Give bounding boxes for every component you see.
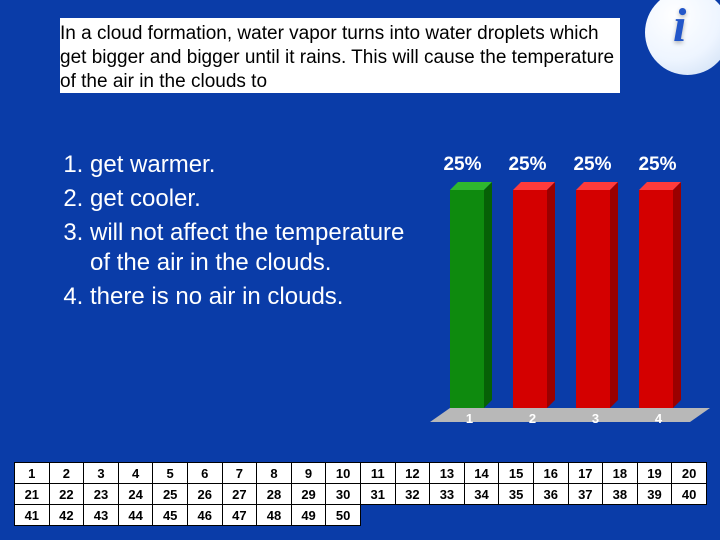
responder-cell[interactable]: 9 xyxy=(291,463,326,484)
responder-cell[interactable]: 18 xyxy=(603,463,638,484)
responder-cell[interactable]: 44 xyxy=(118,505,153,526)
responder-cell-empty xyxy=(430,505,465,526)
responder-grid: 1234567891011121314151617181920212223242… xyxy=(14,462,707,526)
answer-list: get warmer. get cooler. will not affect th… xyxy=(60,150,410,316)
responder-cell[interactable]: 1 xyxy=(15,463,50,484)
responder-cell[interactable]: 47 xyxy=(222,505,257,526)
answer-option-4[interactable]: there is no air in clouds. xyxy=(90,282,410,312)
responder-cell[interactable]: 7 xyxy=(222,463,257,484)
answer-option-2[interactable]: get cooler. xyxy=(90,184,410,214)
responder-cell[interactable]: 5 xyxy=(153,463,188,484)
responder-cell-empty xyxy=(672,505,707,526)
responder-cell[interactable]: 28 xyxy=(257,484,292,505)
chart-x-label: 2 xyxy=(513,411,553,426)
responder-cell[interactable]: 21 xyxy=(15,484,50,505)
info-icon: i xyxy=(673,0,686,53)
responder-cell[interactable]: 11 xyxy=(360,463,395,484)
responder-cell[interactable]: 4 xyxy=(118,463,153,484)
chart-x-label: 4 xyxy=(639,411,679,426)
info-logo: i xyxy=(645,0,720,75)
responder-cell[interactable]: 25 xyxy=(153,484,188,505)
responder-cell[interactable]: 22 xyxy=(49,484,84,505)
chart-x-label: 1 xyxy=(450,411,490,426)
responder-cell[interactable]: 37 xyxy=(568,484,603,505)
responder-cell[interactable]: 20 xyxy=(672,463,707,484)
responder-cell[interactable]: 19 xyxy=(637,463,672,484)
responder-cell[interactable]: 43 xyxy=(84,505,119,526)
responder-cell[interactable]: 10 xyxy=(326,463,361,484)
responder-cell[interactable]: 42 xyxy=(49,505,84,526)
responder-cell[interactable]: 31 xyxy=(360,484,395,505)
chart-x-label: 3 xyxy=(576,411,616,426)
responder-cell[interactable]: 39 xyxy=(637,484,672,505)
responder-cell[interactable]: 33 xyxy=(430,484,465,505)
chart-bars: 1234 xyxy=(438,178,690,408)
responder-cell[interactable]: 40 xyxy=(672,484,707,505)
responder-cell[interactable]: 27 xyxy=(222,484,257,505)
responder-cell-empty xyxy=(568,505,603,526)
responder-cell[interactable]: 46 xyxy=(187,505,222,526)
responder-cell[interactable]: 24 xyxy=(118,484,153,505)
responder-cell-empty xyxy=(637,505,672,526)
responder-cell[interactable]: 49 xyxy=(291,505,326,526)
chart-bar: 4 xyxy=(639,190,679,408)
responder-cell[interactable]: 48 xyxy=(257,505,292,526)
responder-cell-empty xyxy=(603,505,638,526)
responder-cell[interactable]: 36 xyxy=(533,484,568,505)
chart-percent-label: 25% xyxy=(638,154,676,176)
responder-cell[interactable]: 6 xyxy=(187,463,222,484)
responder-cell[interactable]: 2 xyxy=(49,463,84,484)
responder-cell-empty xyxy=(533,505,568,526)
responder-cell[interactable]: 29 xyxy=(291,484,326,505)
responder-cell[interactable]: 15 xyxy=(499,463,534,484)
chart-percent-row: 25% 25% 25% 25% xyxy=(430,154,690,176)
chart-percent-label: 25% xyxy=(508,154,546,176)
responder-cell[interactable]: 45 xyxy=(153,505,188,526)
responder-cell[interactable]: 26 xyxy=(187,484,222,505)
slide: i In a cloud formation, water vapor turn… xyxy=(0,0,720,540)
responder-cell[interactable]: 50 xyxy=(326,505,361,526)
responder-cell[interactable]: 41 xyxy=(15,505,50,526)
chart-percent-label: 25% xyxy=(573,154,611,176)
responder-cell[interactable]: 35 xyxy=(499,484,534,505)
responder-cell[interactable]: 3 xyxy=(84,463,119,484)
responder-cell[interactable]: 12 xyxy=(395,463,430,484)
responder-cell[interactable]: 17 xyxy=(568,463,603,484)
responder-cell[interactable]: 23 xyxy=(84,484,119,505)
responder-cell-empty xyxy=(464,505,499,526)
response-chart: 25%25%25%25% 1234 xyxy=(420,160,700,440)
chart-percent-label: 25% xyxy=(443,154,481,176)
responder-cell[interactable]: 34 xyxy=(464,484,499,505)
answer-option-1[interactable]: get warmer. xyxy=(90,150,410,180)
responder-cell[interactable]: 30 xyxy=(326,484,361,505)
question-text: In a cloud formation, water vapor turns … xyxy=(60,18,620,93)
responder-cell[interactable]: 16 xyxy=(533,463,568,484)
responder-cell[interactable]: 8 xyxy=(257,463,292,484)
responder-cell-empty xyxy=(360,505,395,526)
chart-bar: 1 xyxy=(450,190,490,408)
answer-option-3[interactable]: will not affect the temperature of the a… xyxy=(90,218,410,278)
chart-bar: 2 xyxy=(513,190,553,408)
responder-cell-empty xyxy=(499,505,534,526)
responder-cell[interactable]: 14 xyxy=(464,463,499,484)
chart-bar: 3 xyxy=(576,190,616,408)
responder-cell[interactable]: 38 xyxy=(603,484,638,505)
responder-cell[interactable]: 32 xyxy=(395,484,430,505)
responder-cell[interactable]: 13 xyxy=(430,463,465,484)
responder-cell-empty xyxy=(395,505,430,526)
